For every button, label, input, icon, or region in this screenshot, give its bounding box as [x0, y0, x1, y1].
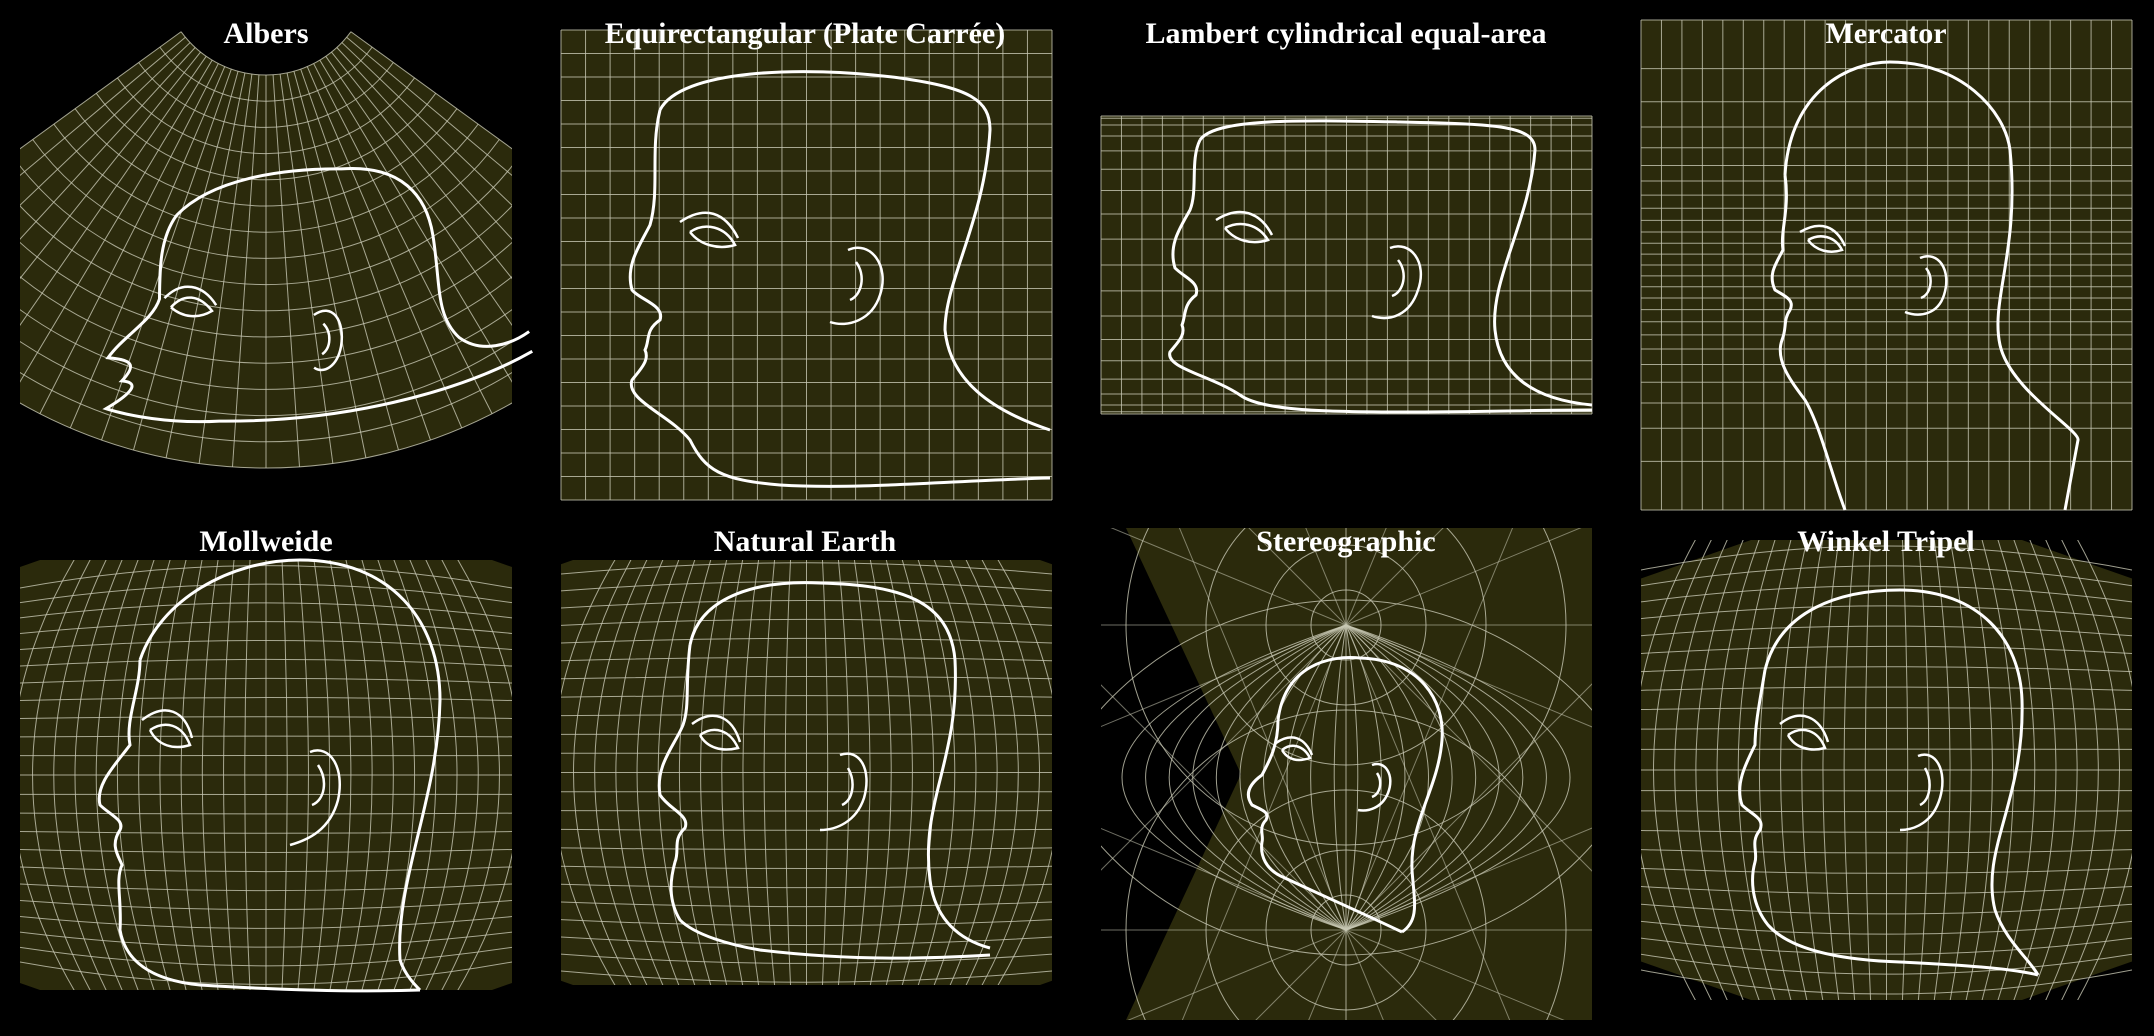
panel-title-mercator: Mercator: [1825, 17, 1946, 50]
map-area: [552, 550, 1060, 995]
panel-title-winkel-tripel: Winkel Tripel: [1797, 525, 1975, 558]
map-clip-group: [1632, 530, 2140, 1010]
panel-title-equirectangular: Equirectangular (Plate Carrée): [605, 17, 1005, 50]
panel-mollweide: [11, 550, 520, 1000]
panel-title-natural-earth: Natural Earth: [714, 525, 897, 558]
panel-title-lambert: Lambert cylindrical equal-area: [1145, 17, 1546, 50]
map-clip-group: [11, 550, 520, 1000]
panel-title-albers: Albers: [224, 17, 309, 50]
panel-lambert: [1101, 116, 1592, 414]
map-area: [1632, 530, 2140, 1010]
panel-mercator: [1641, 20, 2132, 510]
panel-title-stereographic: Stereographic: [1256, 525, 1435, 558]
panel-natural-earth: [552, 550, 1060, 995]
map-area: [11, 550, 520, 1000]
panel-title-mollweide: Mollweide: [199, 525, 332, 558]
map-area: [1641, 20, 2132, 510]
map-clip-group: [552, 550, 1060, 995]
panel-winkel-tripel: [1632, 530, 2140, 1010]
panel-equirectangular: [561, 30, 1052, 500]
